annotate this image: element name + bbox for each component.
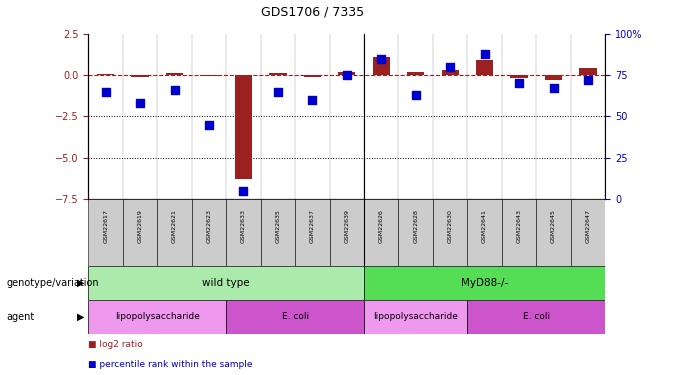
Bar [338,72,356,75]
Bar [364,199,398,266]
Bar [97,74,114,75]
Bar [235,75,252,179]
Text: ■ log2 ratio: ■ log2 ratio [88,340,143,349]
Text: GSM22641: GSM22641 [482,209,487,243]
Point [341,72,352,78]
Text: GSM22635: GSM22635 [275,209,280,243]
Bar [373,57,390,75]
Bar [123,199,157,266]
Text: E. coli: E. coli [282,312,309,321]
Text: GSM22619: GSM22619 [137,209,143,243]
Text: GDS1706 / 7335: GDS1706 / 7335 [261,6,364,19]
Bar [88,199,123,266]
Point [273,88,284,94]
Bar [571,199,605,266]
Text: GSM22633: GSM22633 [241,209,246,243]
Point [410,92,421,98]
Bar [441,70,459,75]
Text: GSM22617: GSM22617 [103,209,108,243]
Text: lipopolysaccharide: lipopolysaccharide [373,312,458,321]
Bar [88,266,364,300]
Bar [226,300,364,334]
Text: GSM22639: GSM22639 [344,209,350,243]
Bar [226,199,260,266]
Text: GSM22647: GSM22647 [585,209,590,243]
Bar [269,74,286,75]
Text: agent: agent [7,312,35,322]
Text: lipopolysaccharide: lipopolysaccharide [115,312,200,321]
Text: GSM22630: GSM22630 [447,209,453,243]
Bar [260,199,295,266]
Bar [192,199,226,266]
Point [135,100,146,106]
Bar [364,300,467,334]
Point [203,122,214,128]
Text: wild type: wild type [203,278,250,288]
Text: ▶: ▶ [76,278,84,288]
Bar [545,75,562,80]
Bar [364,266,605,300]
Text: genotype/variation: genotype/variation [7,278,99,288]
Text: ▶: ▶ [76,312,84,322]
Point [376,56,387,62]
Bar [467,300,605,334]
Point [307,97,318,103]
Point [548,85,559,91]
Point [513,80,524,86]
Bar [88,300,226,334]
Point [169,87,180,93]
Text: GSM22643: GSM22643 [517,209,522,243]
Bar [467,199,502,266]
Bar [330,199,364,266]
Point [445,64,456,70]
Text: MyD88-/-: MyD88-/- [461,278,508,288]
Bar [398,199,433,266]
Bar [511,75,528,78]
Text: E. coli: E. coli [523,312,550,321]
Point [583,77,594,83]
Text: GSM22628: GSM22628 [413,209,418,243]
Point [100,88,111,94]
Bar [502,199,537,266]
Point [238,188,249,194]
Bar [295,199,330,266]
Text: GSM22621: GSM22621 [172,209,177,243]
Bar [131,75,149,76]
Bar [304,75,321,76]
Bar [407,72,424,75]
Bar [579,68,596,75]
Bar [166,72,183,75]
Text: GSM22645: GSM22645 [551,209,556,243]
Bar [537,199,571,266]
Text: GSM22637: GSM22637 [310,209,315,243]
Text: GSM22626: GSM22626 [379,209,384,243]
Bar [433,199,467,266]
Text: GSM22623: GSM22623 [207,209,211,243]
Text: ■ percentile rank within the sample: ■ percentile rank within the sample [88,360,253,369]
Point [479,51,490,57]
Bar [201,75,218,76]
Bar [157,199,192,266]
Bar [476,60,493,75]
